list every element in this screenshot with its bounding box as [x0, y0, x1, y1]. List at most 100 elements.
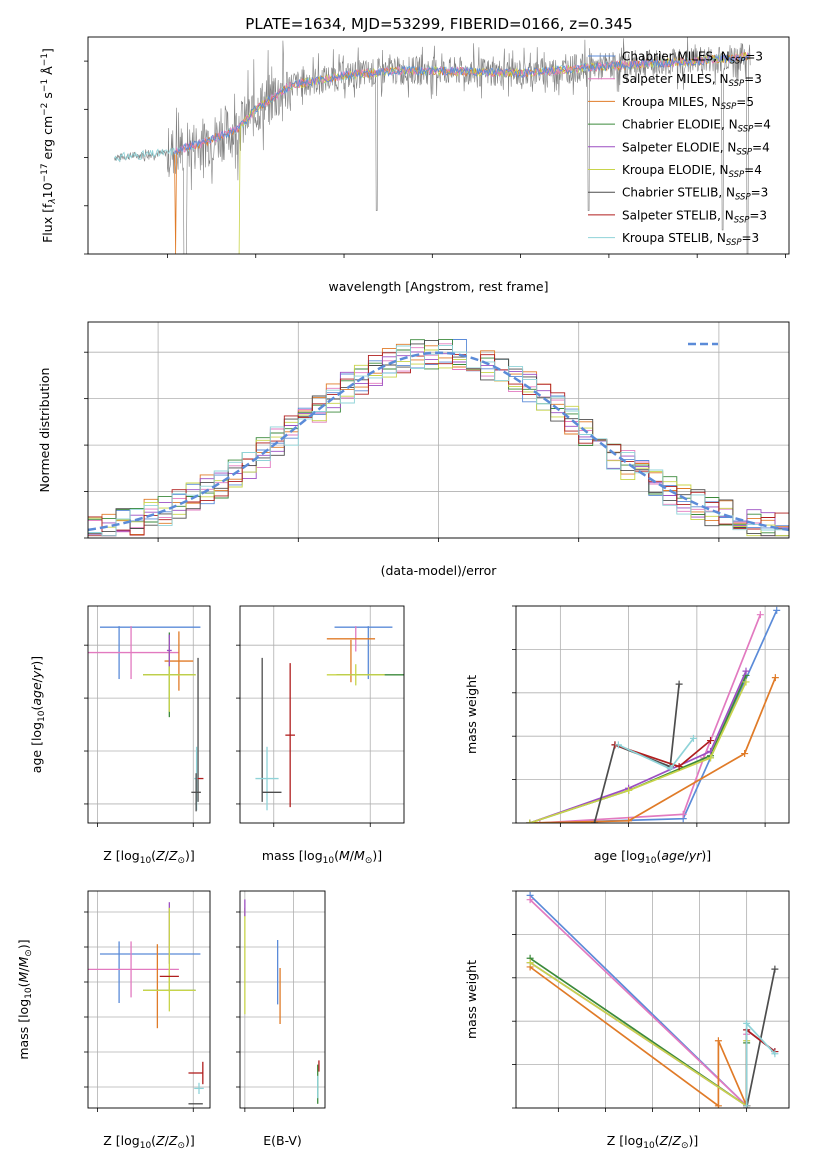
label-part: Å	[40, 66, 55, 79]
label-part: ⊙	[24, 949, 34, 957]
legend-nssp: =3	[751, 186, 769, 200]
label-part: 10	[643, 1141, 655, 1151]
mass-weight-series-line	[529, 966, 748, 1108]
label-part: age	[661, 848, 685, 863]
mass-weight-point	[773, 606, 781, 614]
label-part: SSP	[734, 215, 750, 225]
age_vs_mass-plot-area	[255, 626, 404, 811]
label-part: M	[16, 956, 31, 967]
mass-weight-point	[614, 741, 622, 749]
spectrum-xlabel: wavelength [Angstrom, rest frame]	[328, 279, 548, 294]
mass_vs_Z-plot-area	[88, 902, 204, 1105]
legend-text: Chabrier ELODIE, N	[622, 118, 738, 132]
legend-text: Chabrier STELIB, N	[622, 186, 735, 200]
label-part: /	[668, 1133, 673, 1148]
label-part: (	[16, 983, 31, 988]
label-part: M	[354, 848, 365, 863]
legend-entry: Chabrier ELODIE, NSSP=4	[622, 118, 771, 135]
age_vs_mass-frame	[239, 605, 405, 824]
xlabel-text: mass [log	[262, 848, 323, 863]
mass_weight_vs_Z-xlabel: Z [log10(Z/Z⊙)]	[607, 1133, 699, 1151]
mass_vs_EBV-xlabel: E(B-V)	[263, 1133, 302, 1148]
residual-histogram-line	[88, 344, 789, 537]
label-part: (	[151, 1133, 156, 1148]
label-part: yr	[688, 848, 702, 863]
label-part: )]	[701, 848, 711, 863]
label-part: s	[40, 92, 55, 103]
mass-weight-point	[714, 1037, 722, 1045]
mass_vs_EBV-plot-area	[244, 899, 320, 1104]
mass-weight-point	[526, 896, 534, 904]
mass-weight-series-line	[529, 675, 747, 823]
label-part: )]	[29, 656, 44, 666]
mass-weight-series-line	[529, 677, 777, 823]
ylabel-text: Flux [f	[40, 203, 55, 243]
mass_weight_vs_Z-plot-area	[526, 891, 779, 1108]
legend-entry: Kroupa STELIB, NSSP=3	[622, 231, 759, 248]
label-part: ⊙	[177, 856, 185, 866]
label-part: −1	[40, 79, 50, 92]
residual-histogram-line	[88, 349, 789, 537]
mass-weight-point	[675, 763, 683, 771]
legend-entry: Salpeter MILES, NSSP=3	[622, 72, 762, 89]
mass-weight-point	[666, 765, 674, 773]
mass_vs_Z-frame	[87, 890, 211, 1109]
ylabel-text: Normed distribution	[37, 368, 52, 493]
legend-nssp: =3	[744, 72, 762, 86]
label-part: Z	[659, 1133, 669, 1148]
spectrum-frame	[87, 36, 790, 255]
mass_weight_vs_age-xlabel: age [log10(age/yr)]	[594, 848, 711, 866]
spectrum-axes	[84, 60, 786, 258]
label-part: age	[29, 682, 44, 706]
mass-weight-point	[771, 965, 779, 973]
label-part: (	[29, 706, 44, 711]
ylabel-text: age [log	[29, 722, 44, 773]
mass-weight-point	[679, 810, 687, 818]
label-part: SSP	[738, 125, 754, 135]
label-part: /	[350, 848, 355, 863]
label-part: −17	[40, 163, 50, 182]
label-part: (	[151, 848, 156, 863]
mass-weight-point	[742, 667, 750, 675]
label-part: )]	[16, 939, 31, 949]
label-part: )]	[688, 1133, 698, 1148]
label-part: Z	[168, 848, 178, 863]
label-part: M	[16, 972, 31, 983]
age_vs_Z-xlabel: Z [log10(Z/Z⊙)]	[103, 848, 195, 866]
label-part: −1	[40, 53, 50, 66]
legend-text: Kroupa STELIB, N	[622, 231, 726, 245]
label-part: /	[16, 967, 31, 972]
label-part: ⊙	[365, 856, 373, 866]
label-part: SSP	[729, 79, 745, 89]
mass-weight-series-line	[529, 670, 747, 823]
legend-entry: Salpeter ELODIE, NSSP=4	[622, 140, 770, 157]
mass-weight-point	[741, 750, 749, 758]
legend-entry: Chabrier MILES, NSSP=3	[622, 50, 763, 67]
mass-weight-point	[536, 819, 544, 823]
residuals-plot-area	[88, 339, 789, 537]
model-spectrum-line	[174, 52, 751, 156]
age_vs_Z-axes	[84, 606, 210, 827]
mass-weight-point	[771, 1050, 779, 1058]
mass_weight_vs_Z-axes	[512, 890, 789, 1112]
mass-weight-point	[743, 1019, 751, 1027]
ylabel-text: mass weight	[464, 960, 479, 1039]
label-part: 10	[24, 987, 34, 999]
label-part: −2	[40, 103, 50, 116]
legend-entry: Salpeter STELIB, NSSP=3	[622, 208, 767, 225]
xlabel-text: Z [log	[607, 1133, 643, 1148]
legend-nssp: =4	[753, 118, 771, 132]
residuals-xlabel: (data-model)/error	[381, 563, 498, 578]
label-part: /	[165, 1133, 170, 1148]
mass-weight-series-line	[539, 609, 778, 823]
label-part: SSP	[730, 57, 746, 67]
label-part: 10	[140, 1141, 152, 1151]
legend-text: Kroupa MILES, N	[622, 95, 721, 109]
label-part: 10	[37, 710, 47, 722]
label-part: )]	[372, 848, 382, 863]
ylabel-text: mass [log	[16, 999, 31, 1060]
legend-text: Salpeter STELIB, N	[622, 208, 734, 222]
xlabel-text: age [log	[594, 848, 645, 863]
mass_vs_Z-ylabel: mass [log10(M/M⊙)]	[16, 939, 34, 1059]
figure-title: PLATE=1634, MJD=53299, FIBERID=0166, z=0…	[245, 15, 632, 33]
